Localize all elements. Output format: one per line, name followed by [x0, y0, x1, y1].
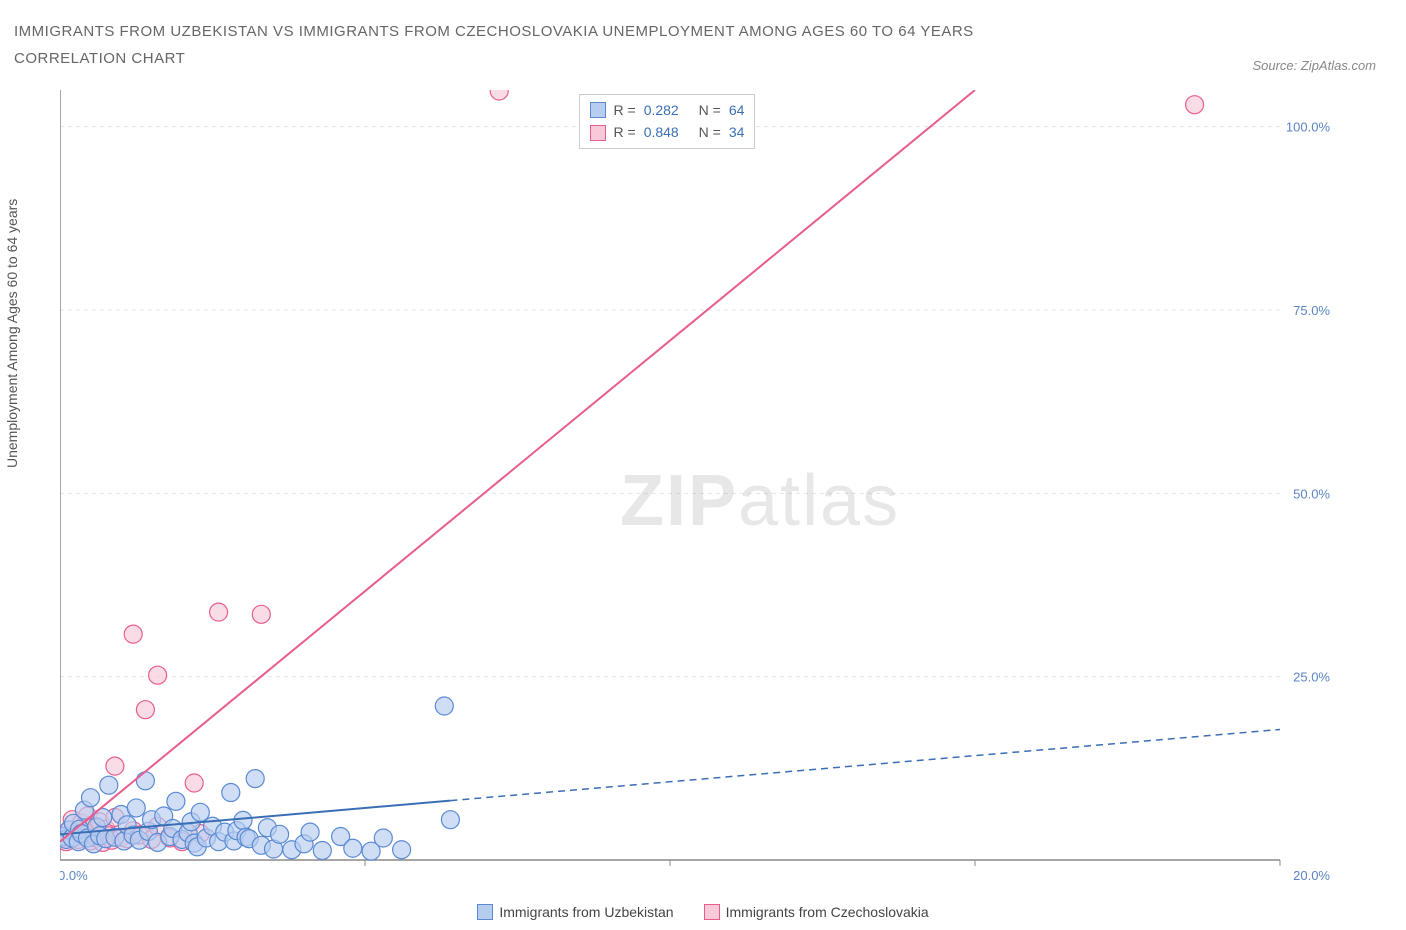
svg-text:20.0%: 20.0% — [1293, 868, 1330, 880]
chart-area: 25.0%50.0%75.0%100.0%0.0%20.0% ZIPatlas … — [60, 90, 1370, 880]
legend-item-series2: Immigrants from Czechoslovakia — [704, 904, 929, 920]
chart-title: IMMIGRANTS FROM UZBEKISTAN VS IMMIGRANTS… — [14, 18, 974, 72]
r-label-1: R = — [614, 99, 636, 121]
stats-row-series2: R = 0.848 N = 34 — [590, 121, 745, 143]
r-value-1: 0.282 — [644, 99, 679, 121]
source-attribution: Source: ZipAtlas.com — [1252, 58, 1376, 73]
legend-label-series2: Immigrants from Czechoslovakia — [726, 904, 929, 920]
n-label-2: N = — [699, 121, 721, 143]
legend-label-series1: Immigrants from Uzbekistan — [499, 904, 673, 920]
svg-text:50.0%: 50.0% — [1293, 486, 1330, 501]
r-value-2: 0.848 — [644, 121, 679, 143]
n-value-1: 64 — [729, 99, 745, 121]
title-line-2: CORRELATION CHART — [14, 50, 185, 67]
y-axis-label: Unemployment Among Ages 60 to 64 years — [4, 199, 20, 468]
svg-text:0.0%: 0.0% — [60, 868, 88, 880]
legend-item-series1: Immigrants from Uzbekistan — [477, 904, 673, 920]
r-label-2: R = — [614, 121, 636, 143]
bottom-legend: Immigrants from Uzbekistan Immigrants fr… — [0, 904, 1406, 920]
legend-swatch-series2 — [704, 904, 720, 920]
legend-swatch-series1 — [477, 904, 493, 920]
svg-text:75.0%: 75.0% — [1293, 303, 1330, 318]
scatter-chart-svg: 25.0% 50.0% 75.0% 100.0% 0.0% 20.0% — [60, 90, 1370, 880]
stats-swatch-series1 — [590, 102, 606, 118]
title-line-1: IMMIGRANTS FROM UZBEKISTAN VS IMMIGRANTS… — [14, 23, 974, 40]
svg-text:100.0%: 100.0% — [1286, 120, 1331, 135]
correlation-stats-box: R = 0.282 N = 64 R = 0.848 N = 34 — [579, 94, 756, 149]
n-label-1: N = — [699, 99, 721, 121]
stats-swatch-series2 — [590, 125, 606, 141]
stats-row-series1: R = 0.282 N = 64 — [590, 99, 745, 121]
n-value-2: 34 — [729, 121, 745, 143]
svg-text:25.0%: 25.0% — [1293, 670, 1330, 685]
